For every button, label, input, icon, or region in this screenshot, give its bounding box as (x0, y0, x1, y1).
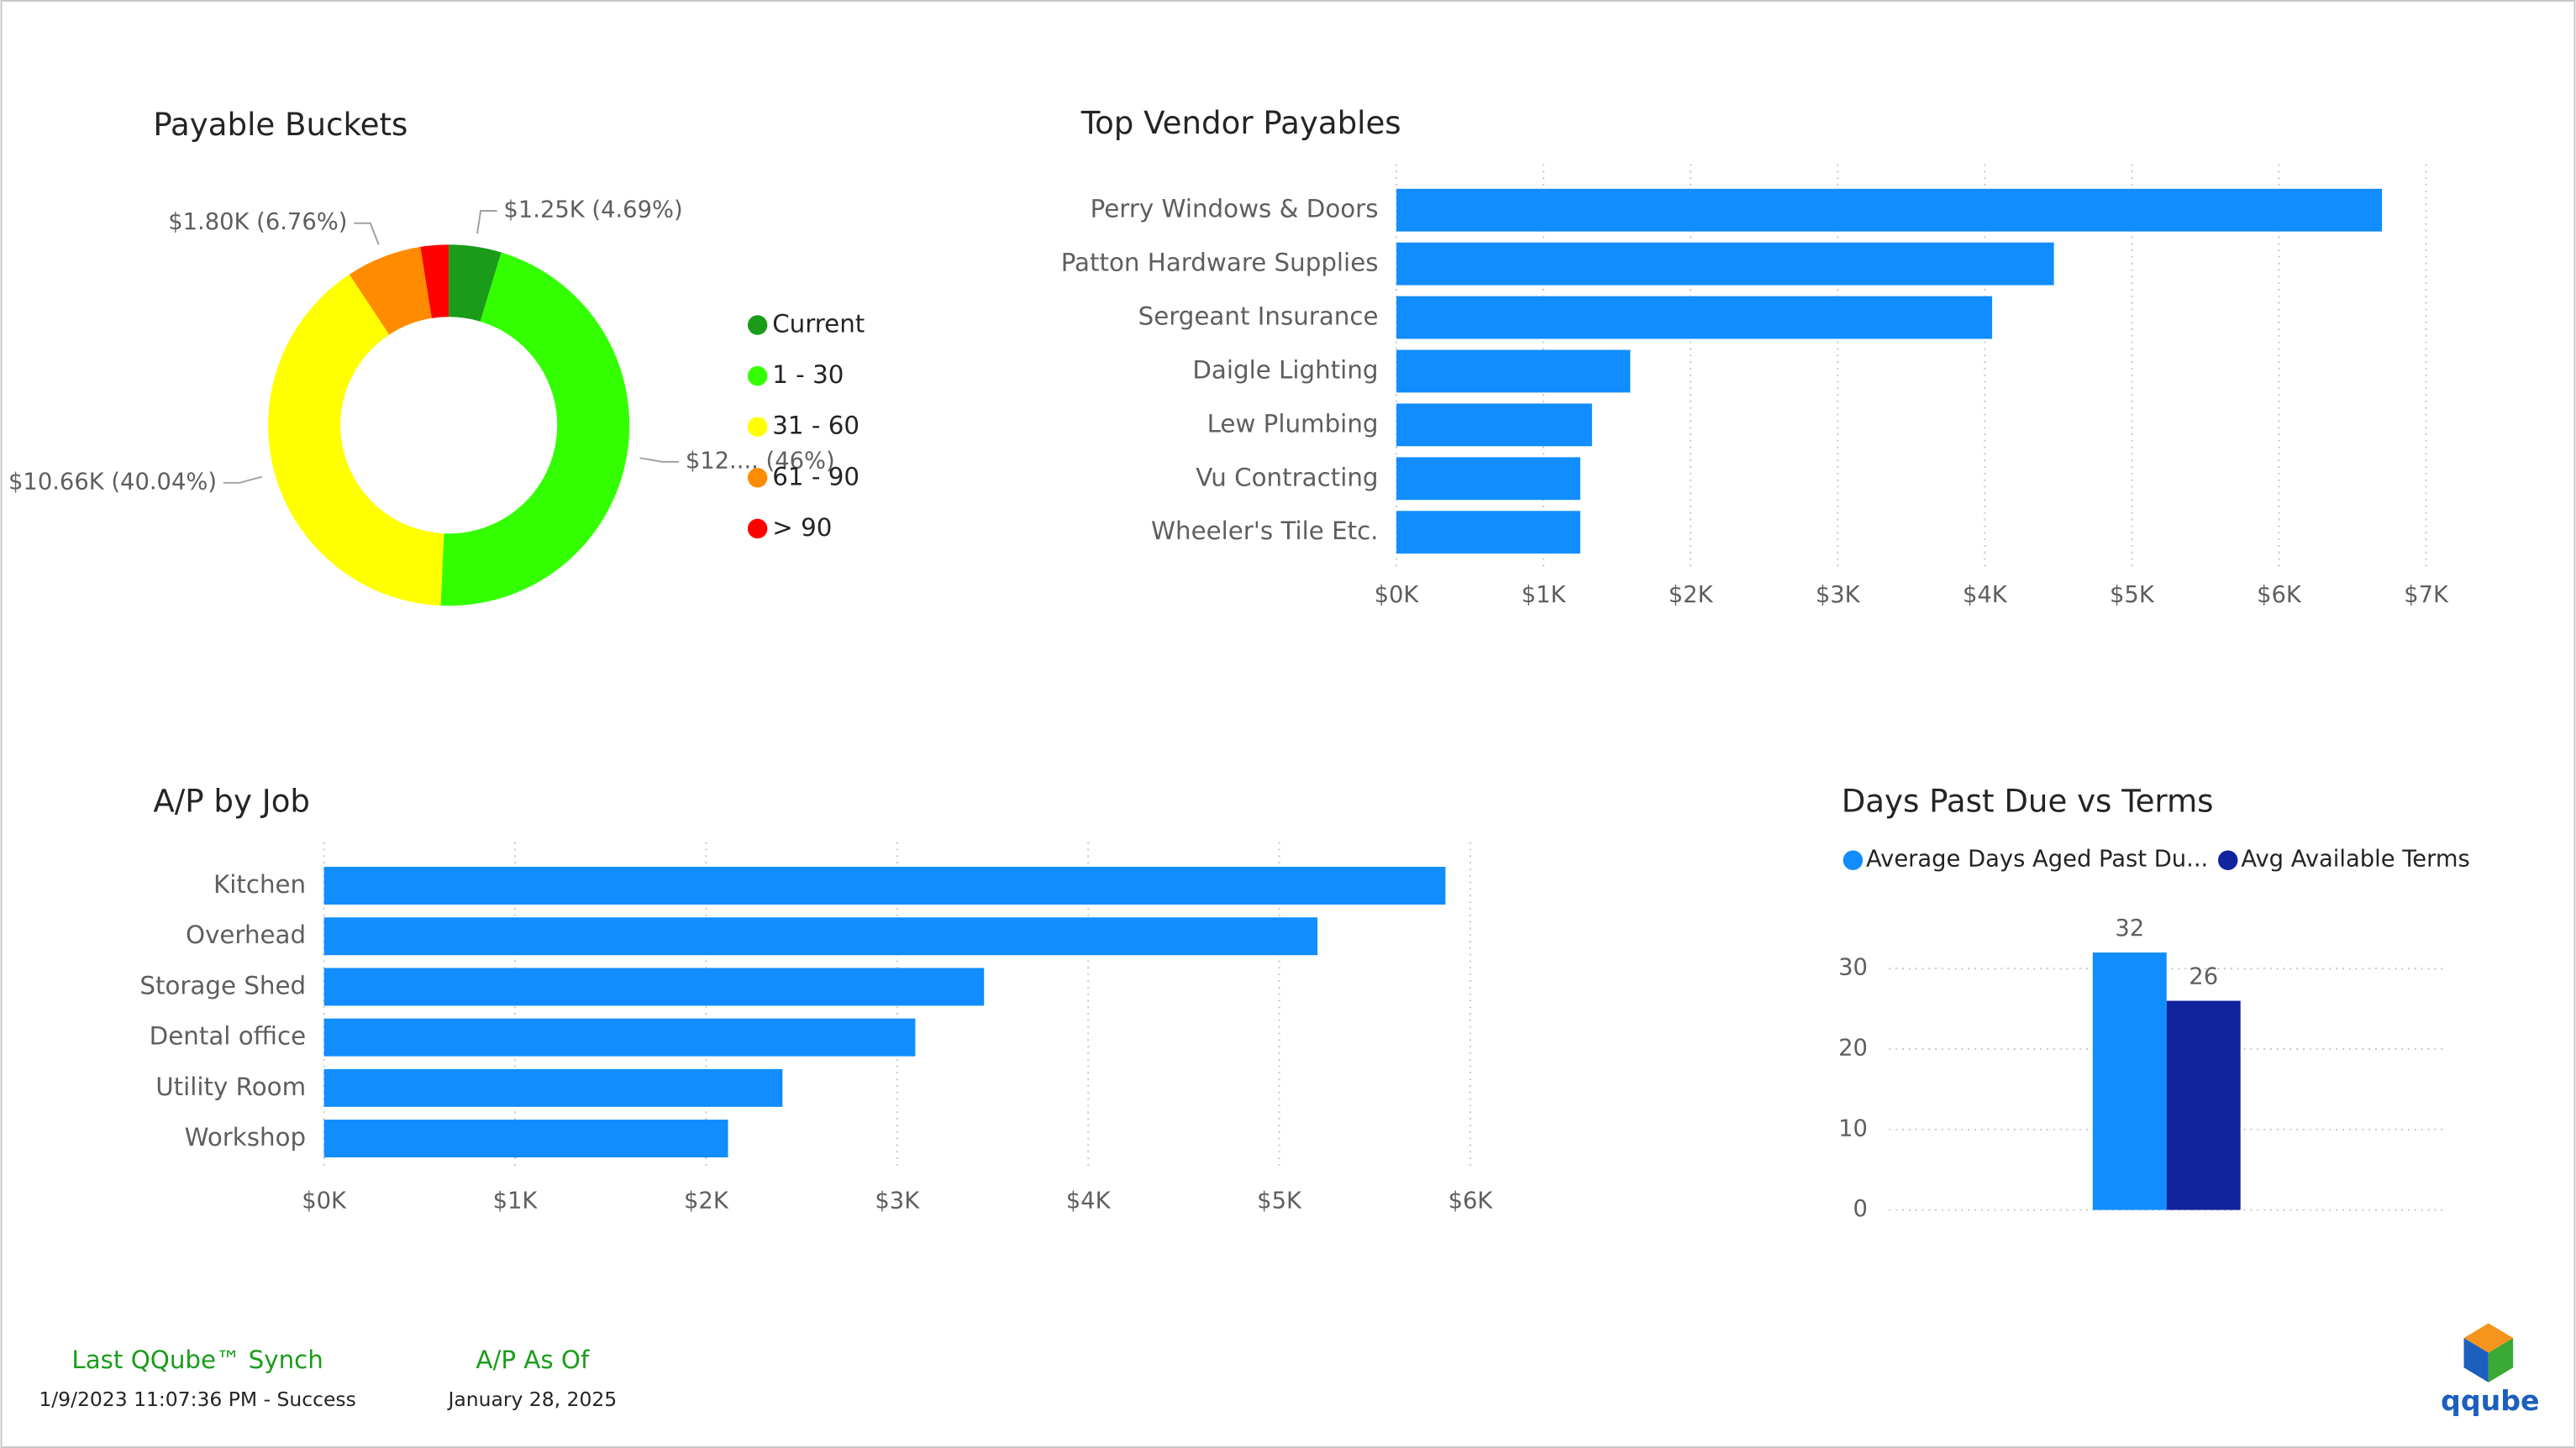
y-tick-label: Wheeler's Tile Etc. (1151, 517, 1378, 545)
x-tick-label: $4K (1963, 582, 2008, 608)
x-tick-label: $3K (875, 1188, 920, 1214)
chart-title: Payable Buckets (153, 107, 407, 143)
donut-slice (420, 244, 449, 318)
sync-value: 1/9/2023 11:07:36 PM - Success (39, 1388, 355, 1411)
legend-marker (747, 365, 768, 386)
bar (2166, 1000, 2241, 1210)
leader-line (639, 457, 680, 463)
leader-line (476, 210, 497, 234)
x-tick-label: $7K (2404, 582, 2449, 608)
leader-line (354, 222, 380, 245)
legend-label: 61 - 90 (772, 462, 860, 491)
asof-label: A/P As Of (476, 1346, 590, 1374)
x-tick-label: $1K (1522, 582, 1567, 608)
x-tick-label: $1K (493, 1188, 539, 1214)
legend-marker (747, 468, 768, 488)
asof-value: January 28, 2025 (447, 1388, 618, 1411)
bar (323, 968, 985, 1006)
y-tick-label: 20 (1838, 1036, 1868, 1062)
legend-label: Average Days Aged Past Du... (1866, 847, 2208, 873)
bar (323, 867, 1446, 905)
x-tick-label: $3K (1816, 582, 1861, 608)
bar (1396, 242, 2054, 286)
x-tick-label: $2K (1669, 582, 1714, 608)
x-tick-label: $6K (1448, 1188, 1494, 1214)
bar (1396, 403, 1592, 447)
logo: qqube (2441, 1323, 2540, 1417)
bar (2092, 952, 2167, 1210)
leader-line (223, 475, 263, 484)
y-tick-label: Utility Room (155, 1073, 306, 1101)
bar (1396, 511, 1580, 554)
y-tick-label: Daigle Lighting (1192, 355, 1378, 384)
x-tick-label: $0K (1375, 582, 1420, 608)
sync-label: Last QQube™ Synch (71, 1346, 323, 1374)
legend-label: Current (772, 310, 865, 338)
x-tick-label: $0K (302, 1188, 347, 1214)
bar (323, 917, 1318, 956)
x-tick-label: $5K (2110, 582, 2155, 608)
legend-marker (747, 518, 768, 539)
y-tick-label: 30 (1838, 955, 1868, 981)
y-tick-label: Vu Contracting (1196, 463, 1378, 491)
legend-marker (2217, 850, 2238, 870)
y-tick-label: Kitchen (213, 870, 306, 899)
x-tick-label: $6K (2257, 582, 2302, 608)
chart-title: Days Past Due vs Terms (1842, 783, 2214, 819)
y-tick-label: Workshop (185, 1123, 307, 1152)
data-label: 26 (2189, 964, 2218, 990)
y-tick-label: Storage Shed (139, 971, 306, 999)
bar (1396, 296, 1993, 339)
legend-marker (747, 315, 768, 335)
data-label: 32 (2115, 915, 2144, 942)
y-tick-label: Overhead (186, 921, 306, 949)
x-tick-label: $5K (1257, 1188, 1302, 1214)
bar (1396, 188, 2383, 232)
donut-slice (440, 252, 630, 606)
data-label: $1.80K (6.76%) (168, 209, 347, 235)
y-tick-label: Sergeant Insurance (1138, 302, 1379, 331)
bar (1396, 349, 1631, 393)
y-tick-label: Dental office (150, 1022, 306, 1051)
x-tick-label: $4K (1066, 1188, 1112, 1214)
data-label: $1.25K (4.69%) (503, 197, 682, 223)
bar (323, 1120, 728, 1158)
legend-label: Avg Available Terms (2241, 847, 2469, 873)
legend-marker (747, 417, 768, 437)
legend-marker (1843, 850, 1864, 870)
bar (1396, 457, 1580, 501)
y-tick-label: 10 (1838, 1115, 1868, 1141)
logo-text: qqube (2441, 1384, 2540, 1417)
bar (323, 1068, 783, 1107)
y-tick-label: 0 (1853, 1196, 1868, 1222)
donut-slice (268, 274, 444, 606)
y-tick-label: Patton Hardware Supplies (1061, 249, 1379, 277)
x-tick-label: $2K (684, 1188, 729, 1214)
donut-slice (449, 244, 502, 322)
chart-title: A/P by Job (153, 783, 310, 819)
y-tick-label: Perry Windows & Doors (1091, 195, 1379, 223)
bar (323, 1018, 916, 1057)
y-tick-label: Lew Plumbing (1207, 409, 1379, 438)
data-label: $10.66K (40.04%) (8, 469, 217, 495)
legend-label: 31 - 60 (772, 412, 860, 440)
legend-label: 1 - 30 (772, 360, 844, 389)
donut-slice (349, 246, 432, 335)
chart-title: Top Vendor Payables (1080, 105, 1401, 141)
legend-label: > 90 (772, 513, 832, 542)
